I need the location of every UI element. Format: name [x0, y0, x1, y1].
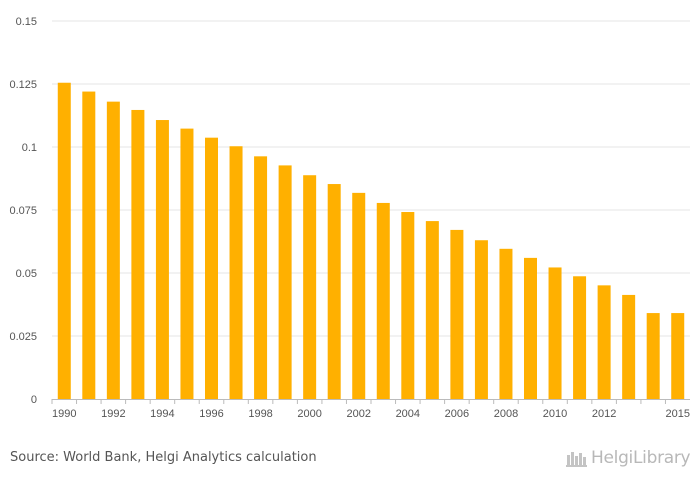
y-tick-label: 0.05: [16, 268, 37, 280]
bar-2008[interactable]: [499, 248, 513, 399]
bar-2012[interactable]: [597, 285, 611, 399]
x-tick-label: 2004: [396, 408, 420, 420]
source-note: Source: World Bank, Helgi Analytics calc…: [10, 450, 317, 465]
x-tick-label: 2008: [494, 408, 518, 420]
helgi-library-logo: HelgiLibrary: [566, 448, 691, 468]
bar-2014[interactable]: [646, 313, 660, 399]
bar-2000[interactable]: [303, 175, 317, 399]
x-tick-label: 1992: [101, 408, 125, 420]
logo-text: HelgiLibrary: [591, 448, 691, 468]
bar-2001[interactable]: [327, 184, 341, 399]
y-tick-label: 0.15: [16, 16, 37, 28]
bar-1998[interactable]: [254, 156, 268, 399]
bar-1993[interactable]: [131, 109, 145, 400]
bar-2004[interactable]: [401, 212, 415, 399]
y-tick-label: 0: [31, 394, 37, 406]
bar-1994[interactable]: [155, 120, 169, 399]
y-tick-label: 0.025: [9, 331, 37, 343]
bar-1990[interactable]: [57, 82, 71, 400]
bar-2015[interactable]: [671, 313, 685, 399]
x-tick-label: 1998: [248, 408, 272, 420]
x-tick-label: 1990: [52, 408, 76, 420]
bar-1992[interactable]: [106, 101, 120, 399]
bar-2013[interactable]: [622, 294, 636, 399]
bar-chart: 0 0.025 0.05 0.075 0.1 0.125 0.15 1990 1992 1994 1…: [9, 16, 690, 420]
y-tick-label: 0.1: [22, 142, 37, 154]
y-tick-label: 0.075: [9, 205, 37, 217]
bar-2009[interactable]: [524, 257, 537, 399]
library-icon: [566, 452, 587, 467]
bar-2005[interactable]: [425, 221, 439, 399]
bar-2002[interactable]: [352, 192, 366, 399]
x-tick-label: 1994: [150, 408, 174, 420]
bar-2006[interactable]: [450, 229, 464, 399]
bar-1996[interactable]: [205, 137, 218, 399]
bar-1995[interactable]: [180, 128, 194, 399]
x-tick-label: 2002: [346, 408, 370, 420]
bar-1991[interactable]: [82, 91, 96, 399]
bar-2011[interactable]: [573, 276, 587, 399]
bar-2007[interactable]: [474, 240, 488, 399]
x-tick-label: 2006: [445, 408, 469, 420]
x-tick-label: 2015: [665, 408, 689, 420]
x-tick-label: 2010: [543, 408, 567, 420]
bar-1997[interactable]: [229, 146, 243, 399]
bar-2010[interactable]: [548, 267, 562, 399]
x-tick-label: 2000: [297, 408, 321, 420]
x-tick-label: 1996: [199, 408, 223, 420]
x-tick-label: 2012: [592, 408, 616, 420]
y-tick-label: 0.125: [9, 79, 37, 91]
bar-1999[interactable]: [278, 165, 292, 399]
bar-2003[interactable]: [376, 202, 390, 399]
